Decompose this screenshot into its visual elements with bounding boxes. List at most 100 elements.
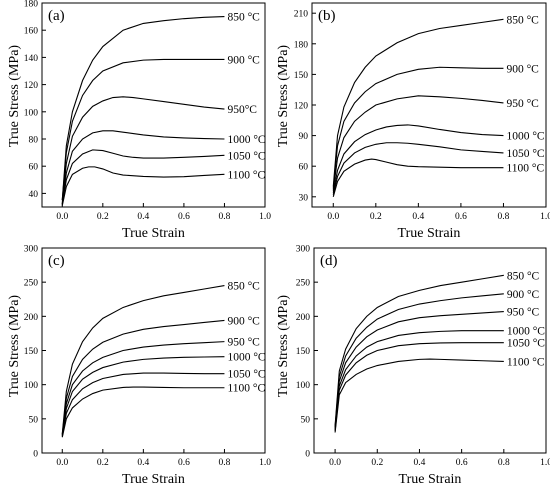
series-label: 1100 °C xyxy=(227,169,265,181)
x-tick-label: 0.4 xyxy=(412,212,424,222)
y-tick-label: 300 xyxy=(296,245,311,255)
series-line xyxy=(332,142,504,195)
series-label: 1100 °C xyxy=(507,356,545,368)
y-tick-label: 300 xyxy=(24,245,39,255)
series-label: 1000 °C xyxy=(506,131,544,143)
series-line xyxy=(332,124,504,193)
x-tick-label: 1.0 xyxy=(540,458,550,468)
series-line xyxy=(61,166,225,206)
x-tick-label: 0.2 xyxy=(370,212,382,222)
y-tick-label: 120 xyxy=(24,81,39,91)
y-tick-label: 50 xyxy=(301,415,311,425)
x-tick-label: 0.4 xyxy=(137,212,149,222)
series-label: 1000 °C xyxy=(227,352,265,364)
x-tick-label: 0.4 xyxy=(414,458,426,468)
series-line xyxy=(61,372,225,437)
panel-letter: (a) xyxy=(48,8,65,24)
series-line xyxy=(61,58,225,201)
x-tick-label: 0.0 xyxy=(327,212,339,222)
x-tick-label: 0.6 xyxy=(456,458,468,468)
series-line xyxy=(61,130,225,205)
series-line xyxy=(61,319,225,435)
panel-letter: (d) xyxy=(320,253,338,269)
series-label: 1050 °C xyxy=(507,338,545,350)
series-line xyxy=(334,358,504,433)
y-axis-label: True Stress (MPa) xyxy=(7,45,22,147)
series-label: 900 °C xyxy=(227,315,260,327)
series-line xyxy=(334,274,504,426)
series-line xyxy=(332,66,504,189)
series-line xyxy=(61,96,225,203)
y-tick-label: 200 xyxy=(296,313,311,323)
panel-a: 0.0 0.2 0.4 0.6 0.8 1.0 40 60 80 100 120 140 160 180 T… xyxy=(7,0,271,241)
x-tick-label: 1.0 xyxy=(259,212,271,222)
x-axis-label: True Strain xyxy=(122,472,185,487)
x-tick-label: 0.0 xyxy=(56,458,68,468)
x-tick-label: 0.2 xyxy=(371,458,383,468)
y-axis-label: True Stress (MPa) xyxy=(7,295,22,397)
y-tick-label: 100 xyxy=(24,381,39,391)
series-label: 850 °C xyxy=(227,281,260,293)
x-tick-label: 0.4 xyxy=(137,458,149,468)
y-tick-label: 150 xyxy=(296,347,311,357)
y-tick-label: 80 xyxy=(29,136,39,146)
panel-letter: (b) xyxy=(318,8,336,24)
panel-d: 0.0 0.2 0.4 0.6 0.8 1.0 0 50 100 150 200 250 300 True… xyxy=(276,245,550,488)
x-tick-label: 1.0 xyxy=(259,458,271,468)
series-label: 900 °C xyxy=(227,54,260,66)
y-tick-label: 150 xyxy=(294,71,309,81)
y-tick-label: 210 xyxy=(294,10,309,20)
series-label: 1000 °C xyxy=(507,326,545,338)
series-label: 1050 °C xyxy=(506,148,544,160)
y-tick-label: 140 xyxy=(24,54,39,64)
series-line xyxy=(61,149,225,205)
series-label: 1100 °C xyxy=(227,383,265,395)
x-tick-label: 0.0 xyxy=(329,458,341,468)
x-axis-label: True Strain xyxy=(122,226,185,241)
y-tick-label: 50 xyxy=(29,415,39,425)
x-tick-label: 0.0 xyxy=(56,212,68,222)
series-label: 1100 °C xyxy=(506,163,544,175)
y-tick-label: 200 xyxy=(24,313,39,323)
plot-frame xyxy=(41,2,266,208)
x-tick-label: 0.6 xyxy=(178,212,190,222)
series-label: 950 °C xyxy=(507,307,540,319)
series-line xyxy=(61,16,225,201)
plot-frame xyxy=(41,247,266,454)
series-label: 850 °C xyxy=(506,14,539,26)
y-tick-label: 120 xyxy=(294,102,309,112)
panel-c: 0.0 0.2 0.4 0.6 0.8 1.0 0 50 100 150 200 250 300 True… xyxy=(7,245,271,488)
series-line xyxy=(61,356,225,437)
series-line xyxy=(332,95,504,191)
series-line xyxy=(332,158,504,197)
series-label: 950°C xyxy=(227,104,257,116)
y-tick-label: 30 xyxy=(299,193,309,203)
series-label: 950 °C xyxy=(506,98,539,110)
x-tick-label: 0.6 xyxy=(455,212,467,222)
y-tick-label: 60 xyxy=(29,163,39,173)
x-tick-label: 0.2 xyxy=(97,212,109,222)
panel-letter: (c) xyxy=(48,253,65,269)
series-label: 850 °C xyxy=(227,12,260,24)
y-tick-label: 100 xyxy=(296,381,311,391)
series-label: 1050 °C xyxy=(227,150,265,162)
series-label: 1000 °C xyxy=(227,134,265,146)
x-tick-label: 1.0 xyxy=(540,212,550,222)
y-tick-label: 150 xyxy=(24,347,39,357)
series-line xyxy=(334,342,504,432)
y-tick-label: 250 xyxy=(296,279,311,289)
x-tick-label: 0.2 xyxy=(97,458,109,468)
y-tick-label: 0 xyxy=(305,450,310,460)
x-tick-label: 0.8 xyxy=(498,212,510,222)
series-label: 850 °C xyxy=(507,270,540,282)
y-axis-label: True Stress (MPa) xyxy=(276,45,291,147)
y-tick-label: 180 xyxy=(24,0,39,10)
x-axis-label: True Strain xyxy=(399,472,462,487)
y-tick-label: 0 xyxy=(33,450,38,460)
y-tick-label: 250 xyxy=(24,279,39,289)
series-label: 900 °C xyxy=(506,63,539,75)
series-line xyxy=(332,18,504,187)
y-tick-label: 100 xyxy=(24,108,39,118)
